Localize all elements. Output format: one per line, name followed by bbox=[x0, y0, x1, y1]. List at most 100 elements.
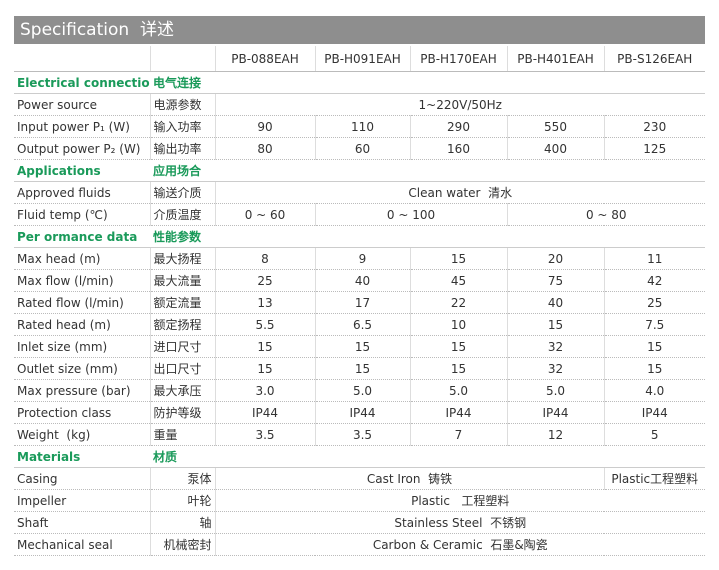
cell: 13 bbox=[214, 291, 315, 314]
spec-row: Max pressure (bar) 最大承压 3.0 5.0 5.0 5.0 4.0 bbox=[14, 379, 705, 402]
cell: 400 bbox=[506, 137, 604, 160]
cell: 40 bbox=[314, 269, 410, 292]
model-name: PB-H170EAH bbox=[409, 46, 507, 72]
row-label-cn: 轴 bbox=[149, 511, 215, 534]
spec-row: Rated flow (l/min) 额定流量 13 17 22 40 25 bbox=[14, 291, 705, 314]
cell: IP44 bbox=[603, 401, 705, 424]
cell: 160 bbox=[409, 137, 507, 160]
cell: 17 bbox=[314, 291, 410, 314]
spec-row: Mechanical seal 机械密封 Carbon & Ceramic 石墨&陶… bbox=[14, 533, 705, 556]
cell: 110 bbox=[314, 115, 410, 138]
section-row: Per ormance data 性能参数 bbox=[14, 225, 705, 248]
cell: 15 bbox=[603, 335, 705, 358]
spec-row: Output power P₂ (W) 输出功率 80 60 160 400 125 bbox=[14, 137, 705, 160]
spec-row: Shaft 轴 Stainless Steel 不锈钢 bbox=[14, 511, 705, 534]
blank bbox=[14, 46, 150, 72]
row-label: Rated flow (l/min) bbox=[14, 291, 150, 314]
row-label-cn: 输出功率 bbox=[149, 137, 215, 160]
section-title: Per ormance data bbox=[14, 225, 150, 248]
spec-row: Approved fluids 输送介质 Clean water 清水 bbox=[14, 181, 705, 204]
cell: 15 bbox=[214, 357, 315, 380]
cell: 90 bbox=[214, 115, 315, 138]
header-row: PB-088EAH PB-H091EAH PB-H170EAH PB-H401EAH P… bbox=[14, 46, 705, 72]
row-label: Approved fluids bbox=[14, 181, 150, 204]
cell: 0 ~ 80 bbox=[506, 203, 705, 226]
row-label: Max head (m) bbox=[14, 247, 150, 270]
cell: 40 bbox=[506, 291, 604, 314]
row-label: Power source bbox=[14, 93, 150, 116]
cell: Plastic工程塑料 bbox=[603, 467, 705, 490]
cell: Stainless Steel 不锈钢 bbox=[214, 511, 705, 534]
cell: 7.5 bbox=[603, 313, 705, 336]
cell: 4.0 bbox=[603, 379, 705, 402]
row-label-cn: 防护等级 bbox=[149, 401, 215, 424]
cell: 42 bbox=[603, 269, 705, 292]
row-label: Impeller bbox=[14, 489, 150, 512]
cell: 20 bbox=[506, 247, 604, 270]
cell: 0 ~ 60 bbox=[214, 203, 315, 226]
row-label: Mechanical seal bbox=[14, 533, 150, 556]
cell: 230 bbox=[603, 115, 705, 138]
cell: 290 bbox=[409, 115, 507, 138]
row-label-cn: 电源参数 bbox=[149, 93, 215, 116]
row-label-cn: 介质温度 bbox=[149, 203, 215, 226]
cell: 25 bbox=[214, 269, 315, 292]
cell: 9 bbox=[314, 247, 410, 270]
cell: 15 bbox=[409, 247, 507, 270]
section-row: Materials 材质 bbox=[14, 445, 705, 468]
cell: 7 bbox=[409, 423, 507, 446]
cell: IP44 bbox=[506, 401, 604, 424]
row-label: Output power P₂ (W) bbox=[14, 137, 150, 160]
spec-row: Power source 电源参数 1~220V/50Hz bbox=[14, 93, 705, 116]
cell: IP44 bbox=[314, 401, 410, 424]
cell: 5.0 bbox=[314, 379, 410, 402]
cell: 3.5 bbox=[314, 423, 410, 446]
section-title-cn: 性能参数 bbox=[150, 225, 705, 248]
model-name: PB-H401EAH bbox=[506, 46, 604, 72]
spec-row: Protection class 防护等级 IP44 IP44 IP44 IP44 IP44 bbox=[14, 401, 705, 424]
row-label-cn: 泵体 bbox=[149, 467, 215, 490]
row-label-cn: 机械密封 bbox=[149, 533, 215, 556]
row-label-cn: 叶轮 bbox=[149, 489, 215, 512]
cell: 0 ~ 100 bbox=[314, 203, 507, 226]
row-label: Shaft bbox=[14, 511, 150, 534]
spec-row: Max flow (l/min) 最大流量 25 40 45 75 42 bbox=[14, 269, 705, 292]
spec-row: Rated head (m) 额定扬程 5.5 6.5 10 15 7.5 bbox=[14, 313, 705, 336]
cell: 8 bbox=[214, 247, 315, 270]
row-label: Max pressure (bar) bbox=[14, 379, 150, 402]
model-name: PB-088EAH bbox=[214, 46, 315, 72]
section-title: Materials bbox=[14, 445, 150, 468]
section-row: Applications 应用场合 bbox=[14, 159, 705, 182]
model-name: PB-H091EAH bbox=[314, 46, 410, 72]
cell: 125 bbox=[603, 137, 705, 160]
cell: 25 bbox=[603, 291, 705, 314]
cell: 15 bbox=[409, 335, 507, 358]
row-label-cn: 额定流量 bbox=[149, 291, 215, 314]
cell: 32 bbox=[506, 335, 604, 358]
cell: 6.5 bbox=[314, 313, 410, 336]
cell: 5.0 bbox=[409, 379, 507, 402]
cell: 80 bbox=[214, 137, 315, 160]
section-title-cn: 材质 bbox=[150, 445, 705, 468]
cell: 15 bbox=[314, 335, 410, 358]
cell: 550 bbox=[506, 115, 604, 138]
cell: 1~220V/50Hz bbox=[214, 93, 705, 116]
spec-row: Inlet size (mm) 进口尺寸 15 15 15 32 15 bbox=[14, 335, 705, 358]
cell: 60 bbox=[314, 137, 410, 160]
spec-table: PB-088EAH PB-H091EAH PB-H170EAH PB-H401EAH P… bbox=[14, 46, 705, 556]
cell: 32 bbox=[506, 357, 604, 380]
cell: 15 bbox=[214, 335, 315, 358]
row-label-cn: 最大承压 bbox=[149, 379, 215, 402]
blank bbox=[149, 46, 215, 72]
spec-row: Weight (kg) 重量 3.5 3.5 7 12 5 bbox=[14, 423, 705, 446]
row-label-cn: 重量 bbox=[149, 423, 215, 446]
cell: 15 bbox=[409, 357, 507, 380]
row-label: Max flow (l/min) bbox=[14, 269, 150, 292]
spec-row: Input power P₁ (W) 输入功率 90 110 290 550 230 bbox=[14, 115, 705, 138]
row-label: Weight (kg) bbox=[14, 423, 150, 446]
cell: 5.0 bbox=[506, 379, 604, 402]
spec-row: Casing 泵体 Cast Iron 铸铁 Plastic工程塑料 bbox=[14, 467, 705, 490]
section-title-cn: 电气连接 bbox=[150, 71, 705, 94]
cell: IP44 bbox=[409, 401, 507, 424]
